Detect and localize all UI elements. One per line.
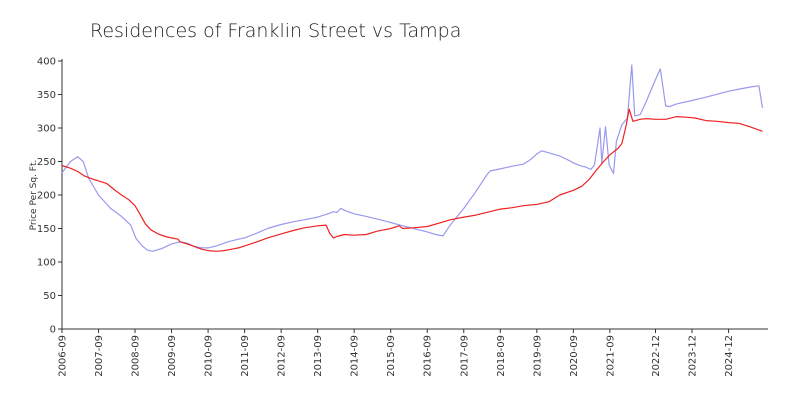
x-tick-label: 2006-09 [58,335,69,377]
series-line-franklin-street [61,64,764,252]
x-tick-label: 2018-09 [496,335,507,377]
y-tick-label: 200 [37,191,56,202]
x-tick-label: 2022-12 [651,335,662,377]
x-tick-label: 2010-09 [204,335,215,377]
x-tick-label: 2007-09 [94,335,105,377]
y-tick-label: 100 [37,258,56,269]
axes: 0 50 100 150 200 250 300 350 400 2006-09 2007-09 20… [37,57,768,377]
y-tick-label: 250 [37,157,56,168]
x-tick-label: 2015-09 [386,335,397,377]
x-tick-label: 2008-09 [131,335,142,377]
x-tick-label: 2012-09 [277,335,288,377]
y-tick-label: 0 [50,325,56,336]
y-tick-label: 400 [37,57,56,68]
chart-title: Residences of Franklin Street vs Tampa [90,20,461,42]
series-layer [61,64,764,252]
x-tick-label: 2019-09 [532,335,543,377]
x-tick-label: 2016-09 [423,335,434,377]
x-tick-label: 2009-09 [167,335,178,377]
x-tick-label: 2023-12 [688,335,699,377]
y-tick-label: 350 [37,90,56,101]
y-tick-label: 50 [43,291,56,302]
x-tick-label: 2011-09 [240,335,251,377]
x-tick-label: 2024-12 [724,335,735,377]
y-tick-label: 300 [37,124,56,135]
x-tick-label: 2013-09 [313,335,324,377]
y-tick-label: 150 [37,224,56,235]
x-tick-label: 2014-09 [350,335,361,377]
x-tick-label: 2021-09 [605,335,616,377]
x-tick-label: 2020-09 [569,335,580,377]
y-axis-label: Price Per Sq. Ft. [29,160,39,231]
x-tick-label: 2017-09 [459,335,470,377]
series-line-tampa [61,108,763,252]
